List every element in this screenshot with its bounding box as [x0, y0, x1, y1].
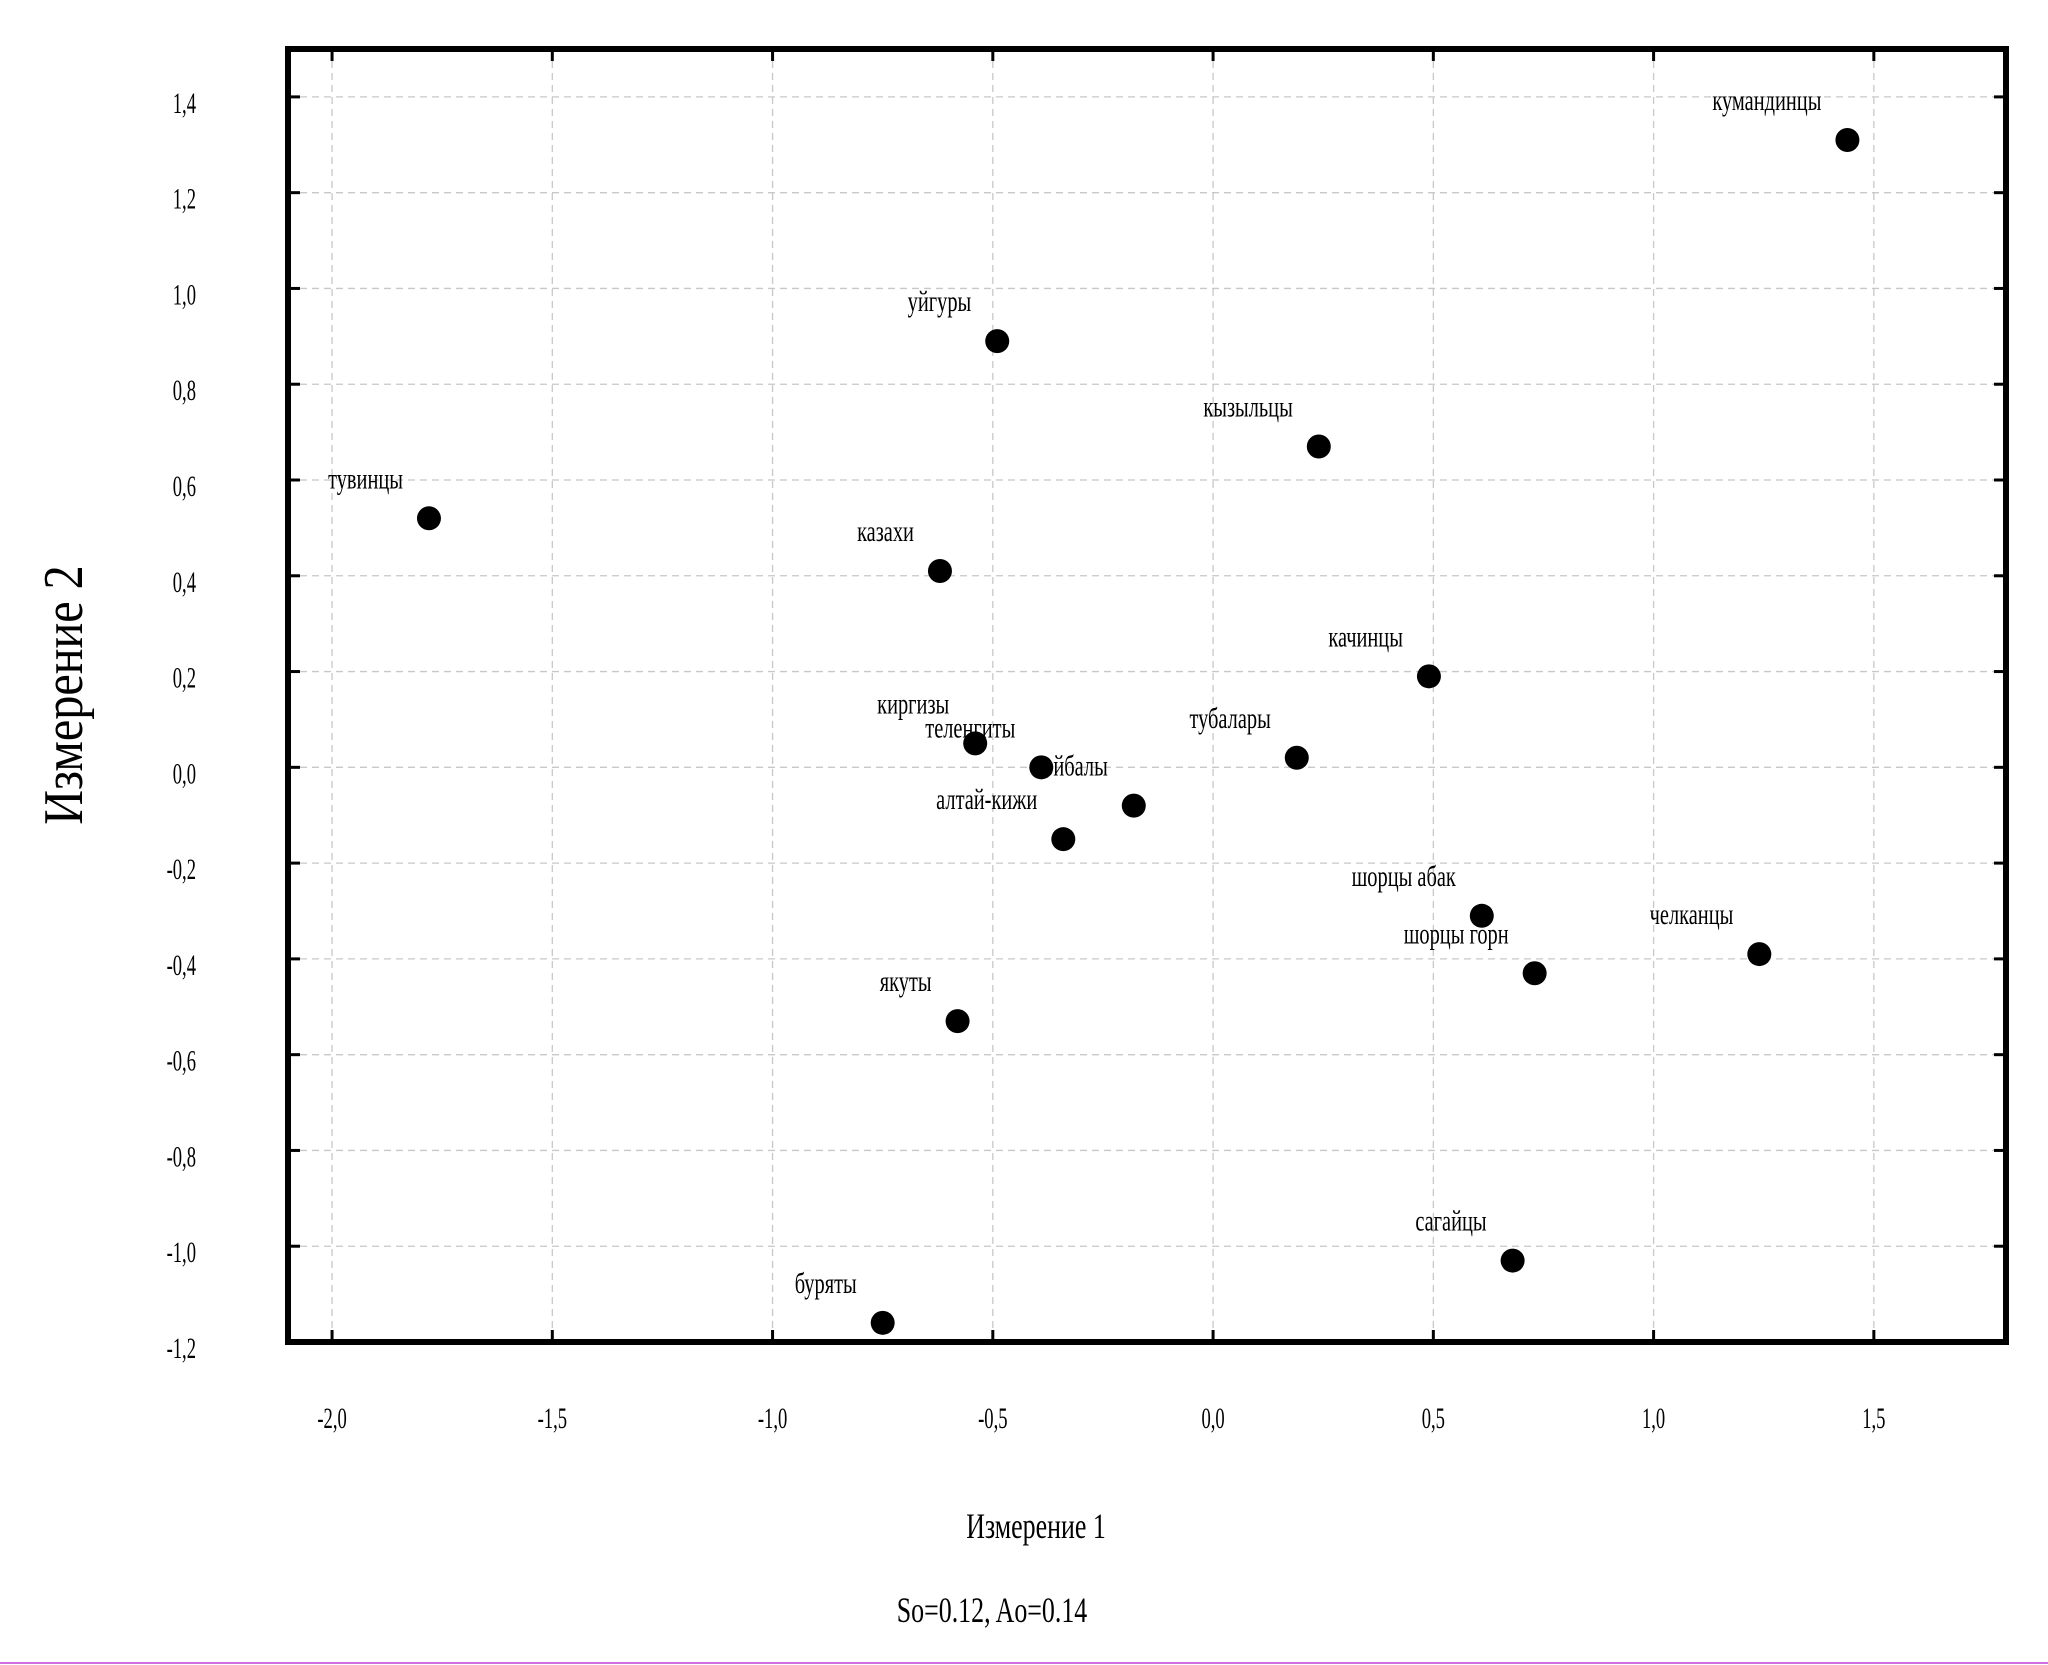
- x-tick-labels: -2,0 -1,5 -1,0 -0,5 0,0 0,5 1,0 1,5: [317, 1403, 1885, 1435]
- data-point: [945, 1009, 970, 1034]
- data-point: [1835, 127, 1860, 152]
- y-tick-label: -0,4: [167, 950, 197, 982]
- data-point: [963, 731, 988, 756]
- axis-ticks: [288, 49, 2006, 1344]
- point-label: кумандинцы: [1712, 83, 1821, 117]
- x-tick-label: -2,0: [317, 1403, 346, 1435]
- data-point: [1121, 793, 1146, 818]
- point-label: киргизы: [877, 686, 949, 720]
- point-label: казахи: [857, 514, 914, 548]
- x-tick-label: 1,0: [1642, 1403, 1665, 1435]
- point-label: тувинцы: [328, 461, 403, 495]
- data-point: [1416, 664, 1441, 689]
- x-tick-label: -1,5: [538, 1403, 567, 1435]
- data-point: [1747, 942, 1772, 967]
- y-tick-label: -0,2: [167, 854, 196, 886]
- x-axis-title: Измерение 1: [966, 1506, 1106, 1546]
- point-label: шорцы горн: [1404, 916, 1509, 950]
- y-tick-label: 1,4: [173, 88, 197, 120]
- x-tick-label: -0,5: [978, 1403, 1007, 1435]
- y-tick-label: 0,0: [173, 758, 196, 790]
- data-point: [985, 329, 1010, 354]
- data-point: [1522, 961, 1547, 986]
- y-tick-label: -1,0: [167, 1237, 196, 1269]
- point-label: уйгуры: [908, 284, 972, 318]
- y-tick-label: 1,2: [173, 183, 196, 215]
- page-bottom-edge: [0, 1662, 2048, 1664]
- point-label: шорцы абак: [1352, 859, 1457, 893]
- x-tick-label: 0,5: [1422, 1403, 1445, 1435]
- data-points: [416, 127, 1860, 1335]
- y-tick-label: -1,2: [167, 1333, 196, 1365]
- plot-frame: [285, 46, 2009, 1345]
- y-tick-label: 0,8: [173, 375, 196, 407]
- y-tick-label: 0,2: [173, 662, 196, 694]
- point-label: кызыльцы: [1203, 390, 1292, 424]
- grid-lines: [288, 49, 2006, 1343]
- data-point: [1306, 434, 1331, 459]
- y-tick-label: -0,8: [167, 1141, 196, 1173]
- data-point: [870, 1310, 895, 1335]
- point-labels: кумандинцы уйгуры кызыльцы тувинцы казахи кач…: [328, 83, 1821, 1300]
- y-tick-labels: 1,4 1,2 1,0 0,8 0,6 0,4 0,2 0,0 -0,2 -0,4 -0,6 -0,8…: [167, 88, 197, 1366]
- point-label: челканцы: [1650, 897, 1734, 931]
- point-label: тубалары: [1189, 701, 1270, 735]
- data-point: [1284, 745, 1309, 770]
- point-label: алтай-кижи: [936, 782, 1037, 816]
- point-label: буряты: [795, 1266, 857, 1300]
- point-label: качинцы: [1328, 619, 1403, 653]
- point-label: теленгиты: [925, 710, 1015, 744]
- data-point: [1469, 903, 1494, 928]
- data-point: [1029, 755, 1054, 780]
- y-tick-label: -0,6: [167, 1045, 196, 1077]
- point-label: койбалы: [1034, 749, 1107, 783]
- point-label: сагайцы: [1415, 1204, 1486, 1238]
- data-point: [1051, 827, 1076, 852]
- data-point: [1500, 1248, 1525, 1273]
- y-tick-label: 1,0: [173, 279, 196, 311]
- chart-stress-subtitle: So=0.12, Ao=0.14: [897, 1590, 1088, 1630]
- point-label: якуты: [880, 964, 932, 998]
- x-tick-label: -1,0: [758, 1403, 787, 1435]
- data-point: [416, 506, 441, 531]
- x-tick-label: 0,0: [1201, 1403, 1224, 1435]
- y-axis-title: Измерение 2: [33, 565, 95, 824]
- x-tick-label: 1,5: [1862, 1403, 1885, 1435]
- data-point: [927, 558, 952, 583]
- y-tick-label: 0,6: [173, 471, 196, 503]
- y-tick-label: 0,4: [173, 567, 197, 599]
